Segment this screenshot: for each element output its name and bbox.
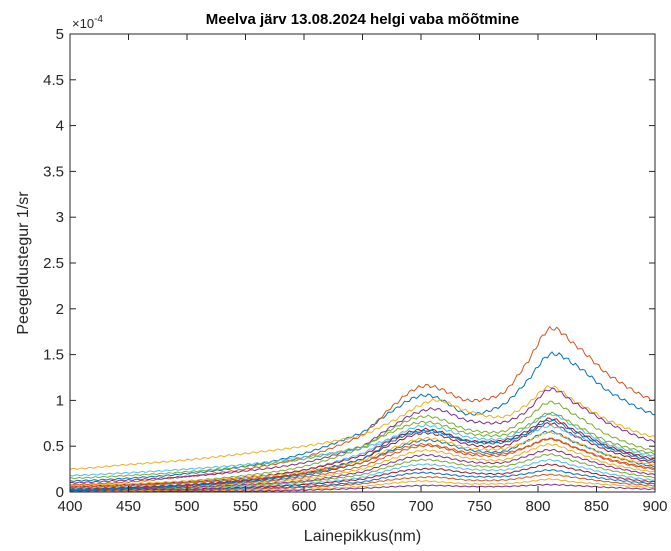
series-line-2 (69, 325, 656, 486)
y-tick-label: 0.5 (43, 438, 64, 455)
series-line-9 (69, 437, 656, 492)
y-tick-label: 1.5 (43, 347, 64, 364)
y-tick-label: 2 (56, 301, 64, 318)
series-line-1 (69, 351, 656, 482)
plot-area (70, 34, 655, 492)
series-line-19 (69, 411, 656, 480)
series-line-6 (69, 412, 656, 490)
y-axis: 0 0.5 1 1.5 2 2.5 3 3.5 4 4.5 5 (43, 26, 655, 501)
x-tick-label: 500 (174, 498, 199, 515)
y-tick-label: 3 (56, 209, 64, 226)
y-exponent-power: -4 (94, 14, 103, 25)
x-tick-label: 750 (467, 498, 492, 515)
series-line-12 (69, 453, 656, 492)
chart-title: Meelva järv 13.08.2024 helgi vaba mõõtmi… (206, 11, 520, 28)
y-axis-label: Peegeldustegur 1/sr (15, 191, 32, 335)
series-line-23 (69, 437, 656, 489)
x-tick-label: 400 (57, 498, 82, 515)
x-tick-label: 900 (642, 498, 667, 515)
x-tick-label: 600 (291, 498, 316, 515)
y-axis-exponent: ×10-4 (72, 14, 103, 31)
series-line-16 (69, 473, 656, 493)
y-tick-label: 4.5 (43, 72, 64, 89)
y-tick-label: 2.5 (43, 255, 64, 272)
x-axis: 400 450 500 550 600 650 700 750 800 850 900 (57, 34, 668, 515)
x-tick-label: 850 (584, 498, 609, 515)
y-tick-label: 0 (56, 484, 64, 501)
x-axis-label: Lainepikkus(nm) (304, 528, 421, 545)
y-tick-label: 3.5 (43, 163, 64, 180)
series-line-3 (69, 384, 656, 471)
series-line-20 (69, 424, 656, 477)
y-tick-label: 1 (56, 392, 64, 409)
x-tick-label: 450 (116, 498, 141, 515)
x-tick-label: 550 (233, 498, 258, 515)
series-line-24 (69, 430, 656, 487)
x-tick-label: 800 (525, 498, 550, 515)
y-tick-label: 4 (56, 118, 64, 135)
y-tick-label: 5 (56, 26, 64, 43)
x-tick-label: 700 (408, 498, 433, 515)
x-tick-label: 650 (350, 498, 375, 515)
y-exponent-base: ×10 (72, 16, 94, 31)
